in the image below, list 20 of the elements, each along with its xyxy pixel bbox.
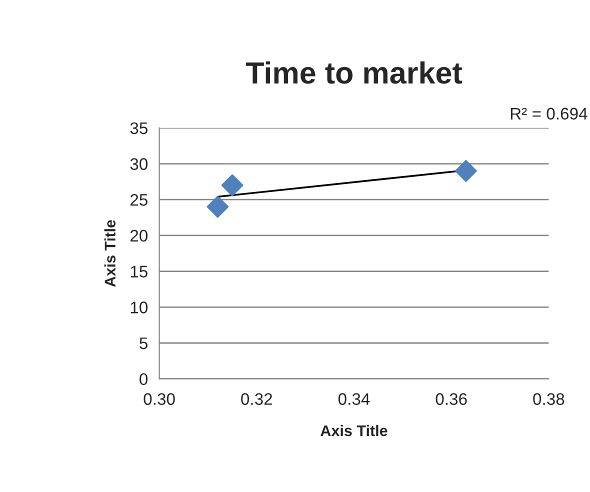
x-axis-title: Axis Title	[320, 424, 388, 436]
x-tick-label: 0.30	[144, 393, 175, 405]
chart-title: Time to market	[246, 61, 462, 84]
point	[221, 174, 244, 196]
y-tick-label: 30	[130, 158, 148, 170]
x-tick-label: 0.34	[338, 393, 370, 405]
y-tick-label: 25	[130, 194, 148, 206]
point	[454, 160, 477, 182]
x-tick-label: 0.38	[533, 393, 564, 405]
y-tick-label: 15	[130, 266, 148, 278]
y-tick-label: 0	[140, 373, 148, 386]
y-tick-label: 20	[130, 230, 148, 242]
y-tick-label: 10	[130, 302, 148, 314]
x-tick-label: 0.32	[241, 393, 272, 405]
y-tick-label: 5	[140, 338, 148, 350]
point	[206, 196, 229, 218]
text: R² = 0.694	[510, 108, 588, 120]
y-tick-label: 35	[130, 122, 148, 134]
y-axis-title: Axis Title	[104, 220, 116, 287]
x-tick-label: 0.36	[436, 393, 467, 405]
